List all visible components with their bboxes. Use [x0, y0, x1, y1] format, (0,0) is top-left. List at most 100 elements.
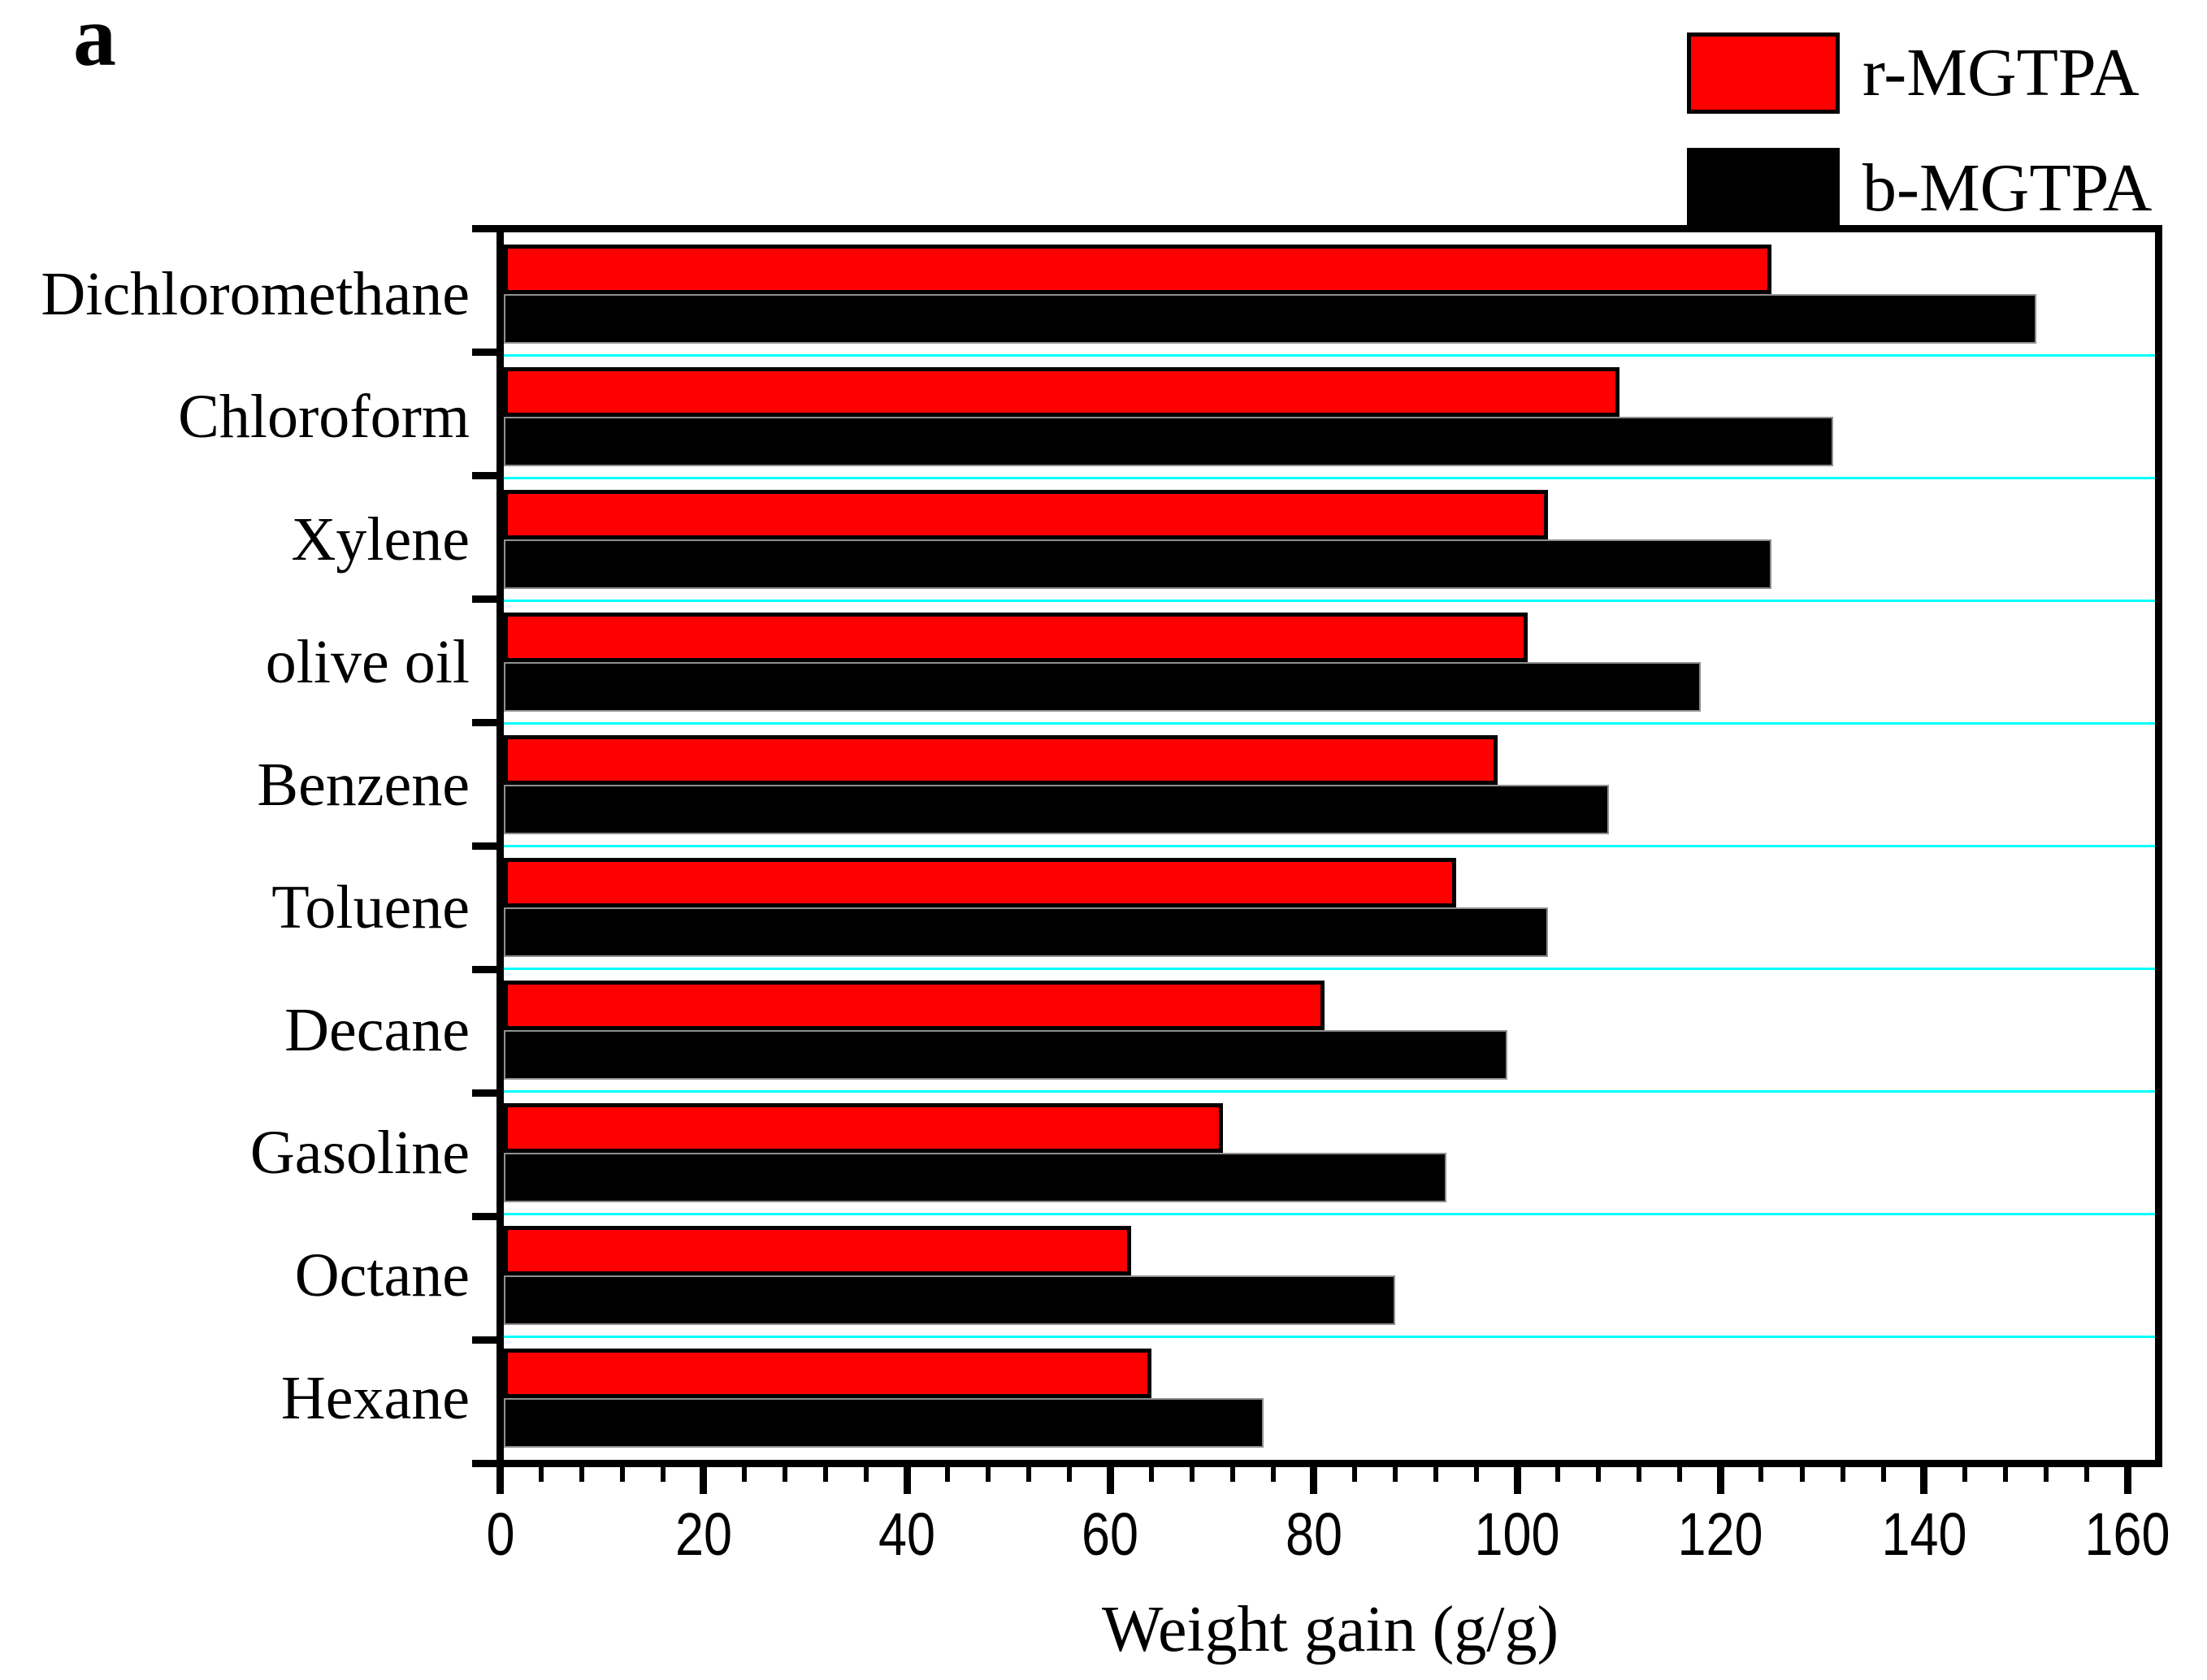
- category-separator-gridline: [504, 721, 2155, 725]
- category-separator-gridline: [504, 476, 2155, 479]
- bar-r-mgtpa-chloroform: [504, 366, 1619, 417]
- bar-r-mgtpa-gasoline: [504, 1103, 1223, 1154]
- bar-r-mgtpa-benzene: [504, 734, 1498, 785]
- x-axis-major-tick: [903, 1460, 911, 1494]
- bar-r-mgtpa-decane: [504, 981, 1325, 1031]
- category-separator-gridline: [504, 845, 2155, 847]
- x-axis-minor-tick: [782, 1460, 787, 1482]
- y-axis-tick: [472, 1336, 500, 1344]
- legend-swatch-b-mgtpa: [1687, 148, 1840, 229]
- x-axis-minor-tick: [1474, 1460, 1479, 1482]
- bar-r-mgtpa-xylene: [504, 489, 1549, 539]
- category-separator-gridline: [504, 968, 2155, 971]
- bar-b-mgtpa-chloroform: [504, 416, 1833, 466]
- legend-swatch-r-mgtpa: [1687, 32, 1840, 114]
- y-axis-tick: [472, 719, 500, 726]
- x-axis-major-tick: [700, 1460, 708, 1494]
- bar-b-mgtpa-gasoline: [504, 1153, 1446, 1203]
- bar-b-mgtpa-olive-oil: [504, 661, 1701, 712]
- x-axis-minor-tick: [1189, 1460, 1195, 1482]
- legend-label-r-mgtpa: r-MGTPA: [1862, 35, 2140, 110]
- y-axis-tick: [472, 842, 500, 850]
- x-axis-minor-tick: [1148, 1460, 1154, 1482]
- x-axis-minor-tick: [538, 1460, 544, 1482]
- x-axis-minor-tick: [1880, 1460, 1886, 1482]
- x-axis-minor-tick: [1799, 1460, 1805, 1482]
- x-axis-tick-label: 160: [2084, 1500, 2170, 1568]
- x-axis-major-tick: [1920, 1460, 1928, 1494]
- bar-r-mgtpa-octane: [504, 1226, 1131, 1276]
- x-axis-minor-tick: [579, 1460, 584, 1482]
- x-axis-minor-tick: [945, 1460, 951, 1482]
- x-axis-minor-tick: [1596, 1460, 1602, 1482]
- category-label-olive-oil: olive oil: [265, 627, 470, 696]
- x-axis-tick-label: 20: [674, 1500, 732, 1568]
- y-axis-tick: [472, 225, 500, 232]
- y-axis-tick: [472, 966, 500, 973]
- x-axis-major-tick: [496, 1460, 504, 1494]
- x-axis-major-tick: [1716, 1460, 1724, 1494]
- x-axis-major-tick: [2123, 1460, 2131, 1494]
- x-axis-minor-tick: [619, 1460, 625, 1482]
- x-axis-tick-label: 100: [1474, 1500, 1560, 1568]
- bar-b-mgtpa-xylene: [504, 539, 1772, 589]
- x-axis-minor-tick: [741, 1460, 747, 1482]
- x-axis-minor-tick: [1026, 1460, 1032, 1482]
- category-label-benzene: Benzene: [257, 750, 470, 819]
- x-axis-major-tick: [1513, 1460, 1521, 1494]
- y-axis-tick: [472, 1089, 500, 1097]
- x-axis-minor-tick: [823, 1460, 828, 1482]
- y-axis-tick: [472, 1213, 500, 1220]
- x-axis-minor-tick: [986, 1460, 991, 1482]
- y-axis-tick: [472, 1460, 500, 1467]
- category-separator-gridline: [504, 353, 2155, 357]
- x-axis-minor-tick: [1392, 1460, 1398, 1482]
- category-label-octane: Octane: [294, 1241, 470, 1310]
- y-axis-tick: [472, 472, 500, 479]
- bar-b-mgtpa-dichloromethane: [504, 293, 2036, 344]
- x-axis-minor-tick: [1677, 1460, 1683, 1482]
- x-axis-minor-tick: [1637, 1460, 1642, 1482]
- x-axis-minor-tick: [2043, 1460, 2049, 1482]
- x-axis-minor-tick: [1555, 1460, 1561, 1482]
- category-label-xylene: Xylene: [291, 504, 470, 574]
- bar-r-mgtpa-toluene: [504, 858, 1457, 908]
- category-separator-gridline: [504, 599, 2155, 602]
- x-axis-tick-label: 120: [1677, 1500, 1763, 1568]
- bar-r-mgtpa-olive-oil: [504, 612, 1528, 662]
- x-axis-tick-label: 0: [486, 1500, 514, 1568]
- x-axis-tick-label: 140: [1881, 1500, 1967, 1568]
- legend-label-b-mgtpa: b-MGTPA: [1862, 150, 2153, 226]
- y-axis-tick: [472, 595, 500, 603]
- category-label-gasoline: Gasoline: [249, 1119, 470, 1188]
- x-axis-minor-tick: [1351, 1460, 1357, 1482]
- x-axis-minor-tick: [1840, 1460, 1845, 1482]
- x-axis-minor-tick: [1067, 1460, 1073, 1482]
- x-axis-minor-tick: [2002, 1460, 2008, 1482]
- category-separator-gridline: [504, 1213, 2155, 1216]
- x-axis-minor-tick: [2083, 1460, 2089, 1482]
- x-axis-major-tick: [1310, 1460, 1318, 1494]
- panel-label: a: [73, 0, 116, 84]
- category-separator-gridline: [504, 1336, 2155, 1339]
- category-label-decane: Decane: [284, 996, 470, 1065]
- bar-b-mgtpa-benzene: [504, 784, 1610, 834]
- x-axis-minor-tick: [1433, 1460, 1438, 1482]
- x-axis-minor-tick: [864, 1460, 869, 1482]
- category-label-dichloromethane: Dichloromethane: [41, 259, 470, 328]
- y-axis-tick: [472, 349, 500, 356]
- x-axis-major-tick: [1106, 1460, 1114, 1494]
- x-axis-minor-tick: [1270, 1460, 1276, 1482]
- x-axis-title: Weight gain (g/g): [1101, 1594, 1559, 1665]
- bar-b-mgtpa-hexane: [504, 1398, 1264, 1448]
- bar-b-mgtpa-octane: [504, 1275, 1396, 1326]
- x-axis-minor-tick: [660, 1460, 666, 1482]
- bar-b-mgtpa-toluene: [504, 907, 1549, 958]
- category-label-hexane: Hexane: [280, 1364, 470, 1433]
- x-axis-minor-tick: [1962, 1460, 1967, 1482]
- category-separator-gridline: [504, 1090, 2155, 1093]
- x-axis-minor-tick: [1758, 1460, 1764, 1482]
- x-axis-tick-label: 40: [878, 1500, 936, 1568]
- x-axis-tick-label: 80: [1285, 1500, 1342, 1568]
